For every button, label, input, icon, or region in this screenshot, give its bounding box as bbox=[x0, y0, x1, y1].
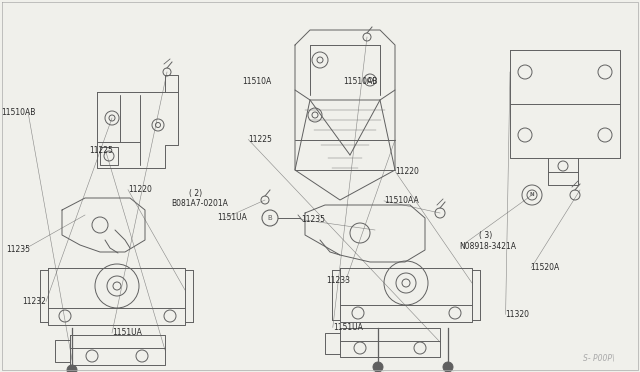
Text: 11520A: 11520A bbox=[530, 263, 559, 272]
Text: 11510AB: 11510AB bbox=[1, 108, 36, 117]
Text: 11510A: 11510A bbox=[242, 77, 271, 86]
Text: ( 2): ( 2) bbox=[189, 189, 202, 198]
Text: B: B bbox=[268, 215, 273, 221]
Text: 11320: 11320 bbox=[506, 310, 530, 319]
Text: 11235: 11235 bbox=[301, 215, 324, 224]
Text: 11220: 11220 bbox=[396, 167, 419, 176]
Text: 11220: 11220 bbox=[128, 185, 152, 194]
Circle shape bbox=[67, 365, 77, 372]
Text: 1151UA: 1151UA bbox=[112, 328, 142, 337]
Text: S- P00P\: S- P00P\ bbox=[583, 354, 614, 363]
Text: 1151UA: 1151UA bbox=[218, 213, 248, 222]
Text: 1151UA: 1151UA bbox=[333, 323, 363, 332]
Text: 11233: 11233 bbox=[326, 276, 351, 285]
Text: 11235: 11235 bbox=[6, 245, 31, 254]
Text: 11225: 11225 bbox=[248, 135, 272, 144]
Text: ( 3): ( 3) bbox=[479, 231, 492, 240]
Text: 11510AA: 11510AA bbox=[384, 196, 419, 205]
Text: B081A7-0201A: B081A7-0201A bbox=[172, 199, 228, 208]
Text: 11510AB: 11510AB bbox=[344, 77, 378, 86]
Circle shape bbox=[373, 362, 383, 372]
Circle shape bbox=[443, 362, 453, 372]
Text: 11232: 11232 bbox=[22, 297, 46, 306]
Text: N: N bbox=[530, 192, 534, 198]
Text: 11225: 11225 bbox=[90, 146, 113, 155]
Text: N08918-3421A: N08918-3421A bbox=[460, 242, 516, 251]
